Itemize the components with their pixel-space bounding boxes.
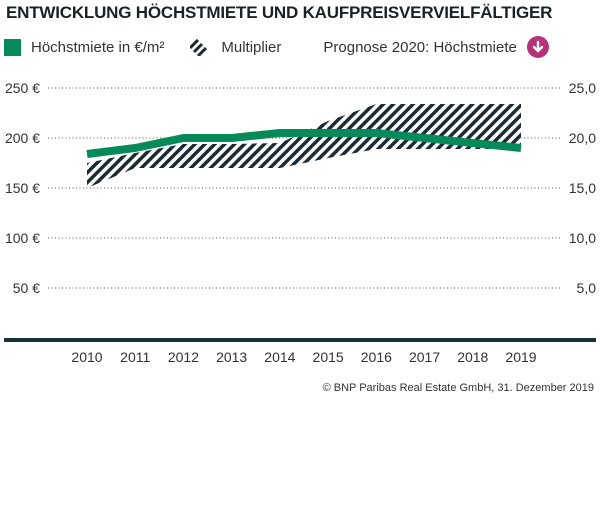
x-tick-label: 2012 xyxy=(168,349,199,365)
legend-label-multiplier: Multiplier xyxy=(221,38,282,56)
y-right-tick-label: 20,0 xyxy=(569,130,596,146)
y-right-tick-label: 5,0 xyxy=(577,280,597,296)
y-left-tick-label: 250 € xyxy=(5,80,40,96)
x-tick-label: 2011 xyxy=(120,349,150,365)
legend: Höchstmiete in €/m² Multiplier Prognose … xyxy=(4,36,549,58)
arrow-down-circle-icon xyxy=(526,36,549,58)
x-tick-label: 2015 xyxy=(313,349,344,365)
x-axis-line xyxy=(4,338,596,342)
x-tick-label: 2013 xyxy=(216,349,247,365)
x-tick-label: 2019 xyxy=(505,349,536,365)
legend-swatch-rent xyxy=(4,38,21,56)
x-tick-label: 2010 xyxy=(71,349,102,365)
x-tick-label: 2014 xyxy=(264,349,295,365)
multiplier-band xyxy=(87,104,521,188)
y-left-tick-label: 150 € xyxy=(5,180,40,196)
legend-label-rent: Höchstmiete in €/m² xyxy=(31,38,165,56)
x-tick-label: 2016 xyxy=(361,349,392,365)
forecast-label: Prognose 2020: Höchstmiete xyxy=(323,38,517,56)
y-right-tick-label: 25,0 xyxy=(569,80,596,96)
chart-title: ENTWICKLUNG HÖCHSTMIETE UND KAUFPREISVER… xyxy=(6,3,553,22)
y-left-tick-label: 50 € xyxy=(13,280,40,296)
x-tick-label: 2017 xyxy=(409,349,440,365)
y-left-tick-label: 200 € xyxy=(5,130,40,146)
y-right-tick-label: 10,0 xyxy=(569,230,596,246)
rent-line xyxy=(86,129,522,158)
legend-swatch-multiplier xyxy=(190,38,208,56)
source-note: © BNP Paribas Real Estate GmbH, 31. Deze… xyxy=(322,382,594,394)
x-tick-label: 2018 xyxy=(457,349,488,365)
y-left-tick-label: 100 € xyxy=(5,230,40,246)
y-right-tick-label: 15,0 xyxy=(569,180,596,196)
